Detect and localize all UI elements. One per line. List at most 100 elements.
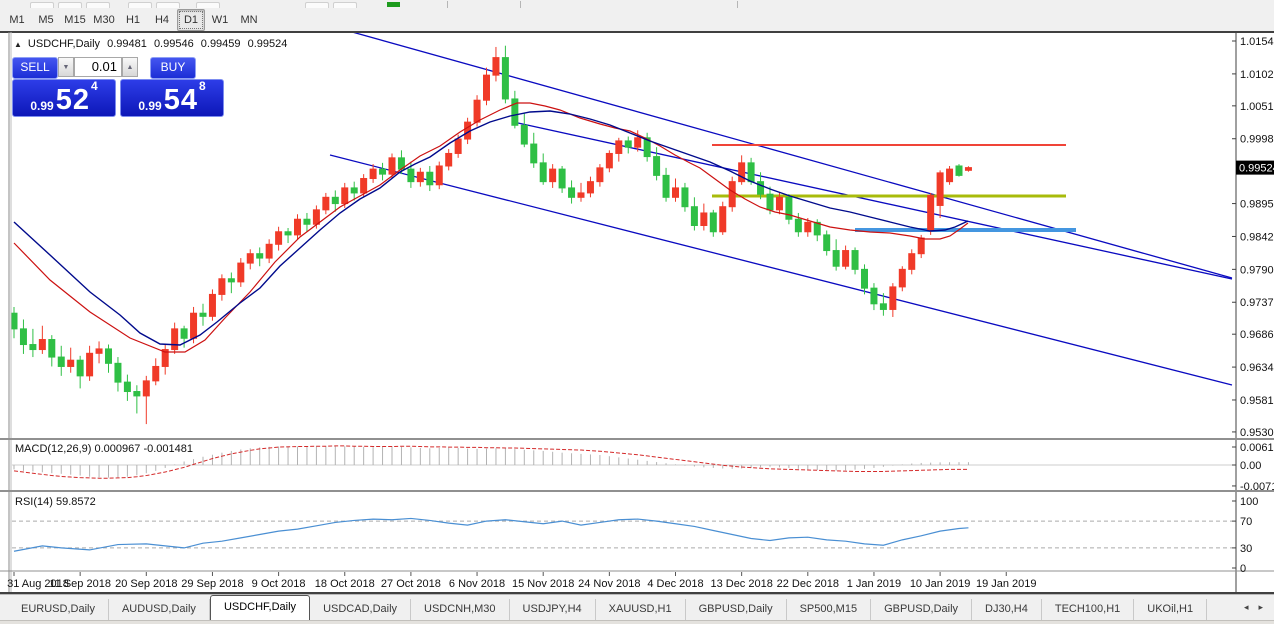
candle-body (388, 157, 396, 175)
chart-tab-usdcnh-m30[interactable]: USDCNH,M30 (411, 599, 510, 620)
toolbar-button-partial[interactable] (196, 2, 220, 9)
tab-scroll-right-icon[interactable]: ▸ (1258, 601, 1263, 612)
current-price-box (1236, 160, 1274, 175)
candle-body (596, 167, 604, 183)
candle-body (577, 192, 585, 198)
toolbar-button-partial[interactable] (156, 2, 180, 9)
date-axis-label: 24 Nov 2018 (578, 578, 640, 590)
chart-tab-audusd-daily[interactable]: AUDUSD,Daily (109, 599, 210, 620)
volume-decrease-button[interactable]: ▼ (58, 57, 74, 77)
chart-tab-gbpusd-daily[interactable]: GBPUSD,Daily (686, 599, 787, 620)
candle-body (936, 172, 944, 206)
candle-body (709, 212, 717, 233)
chart-tab-tech100-h1[interactable]: TECH100,H1 (1042, 599, 1135, 620)
candle-body (530, 143, 538, 164)
price-axis-label: 0.96865 (1240, 329, 1274, 341)
timeframe-button-mn[interactable]: MN (240, 14, 258, 26)
price-axis-label: 0.95305 (1240, 427, 1274, 439)
candle-body (237, 262, 245, 283)
toolbar-button-partial[interactable] (305, 2, 329, 9)
timeframe-button-m1[interactable]: M1 (9, 14, 25, 26)
candle-body (511, 98, 519, 126)
candle-body (360, 178, 368, 194)
new-order-icon[interactable] (387, 2, 400, 7)
chart-tab-xauusd-h1[interactable]: XAUUSD,H1 (596, 599, 686, 620)
toolbar-button-partial[interactable] (333, 2, 357, 9)
ask-pip-digit: 8 (198, 79, 206, 93)
candle-body (445, 152, 453, 167)
trendline-3[interactable] (329, 154, 1233, 386)
chart-tab-usdcad-daily[interactable]: USDCAD,Daily (310, 599, 412, 620)
candle-body (142, 380, 150, 397)
chart-tab-usdjpy-h4[interactable]: USDJPY,H4 (510, 599, 596, 620)
candle-body (312, 209, 320, 225)
candle-body (171, 328, 179, 351)
candle-body (492, 57, 500, 76)
chart-tab-sp500-m15[interactable]: SP500,M15 (787, 599, 872, 620)
buy-button[interactable]: BUY (150, 57, 196, 79)
candle-body (180, 328, 188, 339)
tab-scroll-left-icon[interactable]: ◂ (1243, 601, 1249, 612)
candle-body (946, 168, 954, 183)
chart-tab-usdchf-daily[interactable]: USDCHF,Daily (209, 595, 311, 620)
timeframe-button-m5[interactable]: M5 (38, 14, 54, 26)
candle-body (757, 181, 765, 195)
date-axis-label: 20 Sep 2018 (115, 578, 177, 590)
candle-body (190, 312, 198, 339)
candle-body (218, 278, 226, 295)
one-click-trading-panel: SELL ▼ 0.01 ▲ BUY 0.99 52 4 0.99 54 8 (12, 57, 232, 117)
volume-input[interactable]: 0.01 (74, 57, 122, 77)
toolbar-separator (737, 1, 738, 8)
chart-tab-eurusd-daily[interactable]: EURUSD,Daily (8, 599, 109, 620)
candle-body (322, 196, 330, 211)
candle-body (870, 287, 878, 305)
candle-body (95, 348, 103, 354)
candle-body (785, 196, 793, 220)
price-axis-label: 0.95815 (1240, 395, 1274, 407)
candle-body (615, 140, 623, 154)
trendline-2[interactable] (517, 122, 1233, 280)
sell-button[interactable]: SELL (12, 57, 58, 79)
current-price-value: 0.99524 (1239, 163, 1274, 175)
candle-body (38, 339, 46, 351)
candle-body (265, 243, 273, 259)
rsi-axis-label: 100 (1240, 496, 1258, 508)
candle-body (539, 162, 547, 183)
timeframe-button-h1[interactable]: H1 (125, 14, 141, 26)
candle-body (379, 168, 387, 175)
bid-price-box[interactable]: 0.99 52 4 (12, 79, 116, 117)
date-axis-label: 10 Jan 2019 (910, 578, 971, 590)
timeframe-button-w1[interactable]: W1 (211, 14, 229, 26)
timeframe-button-d1[interactable]: D1 (177, 9, 205, 31)
candle-body (662, 174, 670, 198)
timeframe-button-h4[interactable]: H4 (154, 14, 170, 26)
candle-body (407, 168, 415, 183)
toolbar-button-partial[interactable] (128, 2, 152, 9)
collapse-triangle-icon[interactable]: ▲ (14, 40, 22, 49)
date-axis-label: 11 Sep 2018 (49, 578, 111, 590)
date-axis-label: 27 Oct 2018 (381, 578, 441, 590)
chart-tab-ukoil-h1[interactable]: UKOil,H1 (1134, 599, 1208, 620)
candle-body (57, 356, 65, 367)
candle-body (719, 206, 727, 233)
candle-body (908, 253, 916, 270)
timeframe-button-m30[interactable]: M30 (93, 14, 115, 26)
rsi-value: 59.8572 (55, 496, 96, 508)
candle-body (256, 253, 264, 259)
toolbar-button-partial[interactable] (86, 2, 110, 9)
chart-tab-gbpusd-daily[interactable]: GBPUSD,Daily (871, 599, 973, 620)
candle-body (898, 268, 906, 288)
volume-increase-button[interactable]: ▲ (122, 57, 138, 77)
toolbar-button-partial[interactable] (58, 2, 82, 9)
candle-body (851, 250, 859, 270)
ask-price-box[interactable]: 0.99 54 8 (120, 79, 224, 117)
toolbar-button-partial[interactable] (30, 2, 54, 9)
candle-body (927, 194, 935, 232)
date-axis-label: 15 Nov 2018 (512, 578, 574, 590)
chart-tab-dj30-h4[interactable]: DJ30,H4 (972, 599, 1042, 620)
timeframe-button-m15[interactable]: M15 (64, 14, 86, 26)
